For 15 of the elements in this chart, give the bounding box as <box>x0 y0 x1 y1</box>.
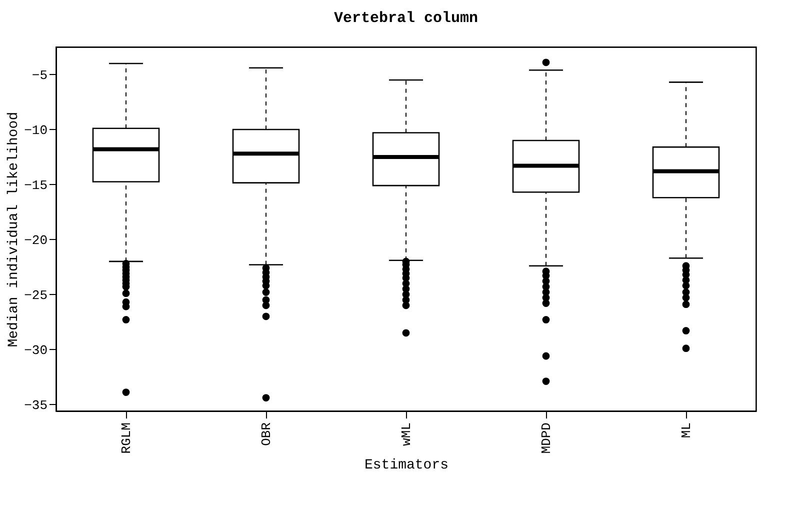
y-tick-label: −35 <box>24 398 48 413</box>
y-tick-label: −30 <box>24 342 48 358</box>
y-tick-label: −5 <box>32 68 48 83</box>
x-tick-label: MDPD <box>539 422 554 454</box>
x-tick-label: OBR <box>259 422 274 446</box>
chart-title: Vertebral column <box>334 10 478 27</box>
y-tick-label: −20 <box>24 232 48 248</box>
y-tick-label: −10 <box>24 122 48 138</box>
x-tick-label: RGLM <box>119 422 134 454</box>
y-tick-label: −25 <box>24 288 48 303</box>
x-tick-label: ML <box>679 422 694 438</box>
y-tick-label: −15 <box>24 178 48 193</box>
y-axis-title: Median individual likelihood <box>6 112 22 348</box>
x-axis-title: Estimators <box>364 458 449 474</box>
x-tick-label: wML <box>399 422 414 446</box>
